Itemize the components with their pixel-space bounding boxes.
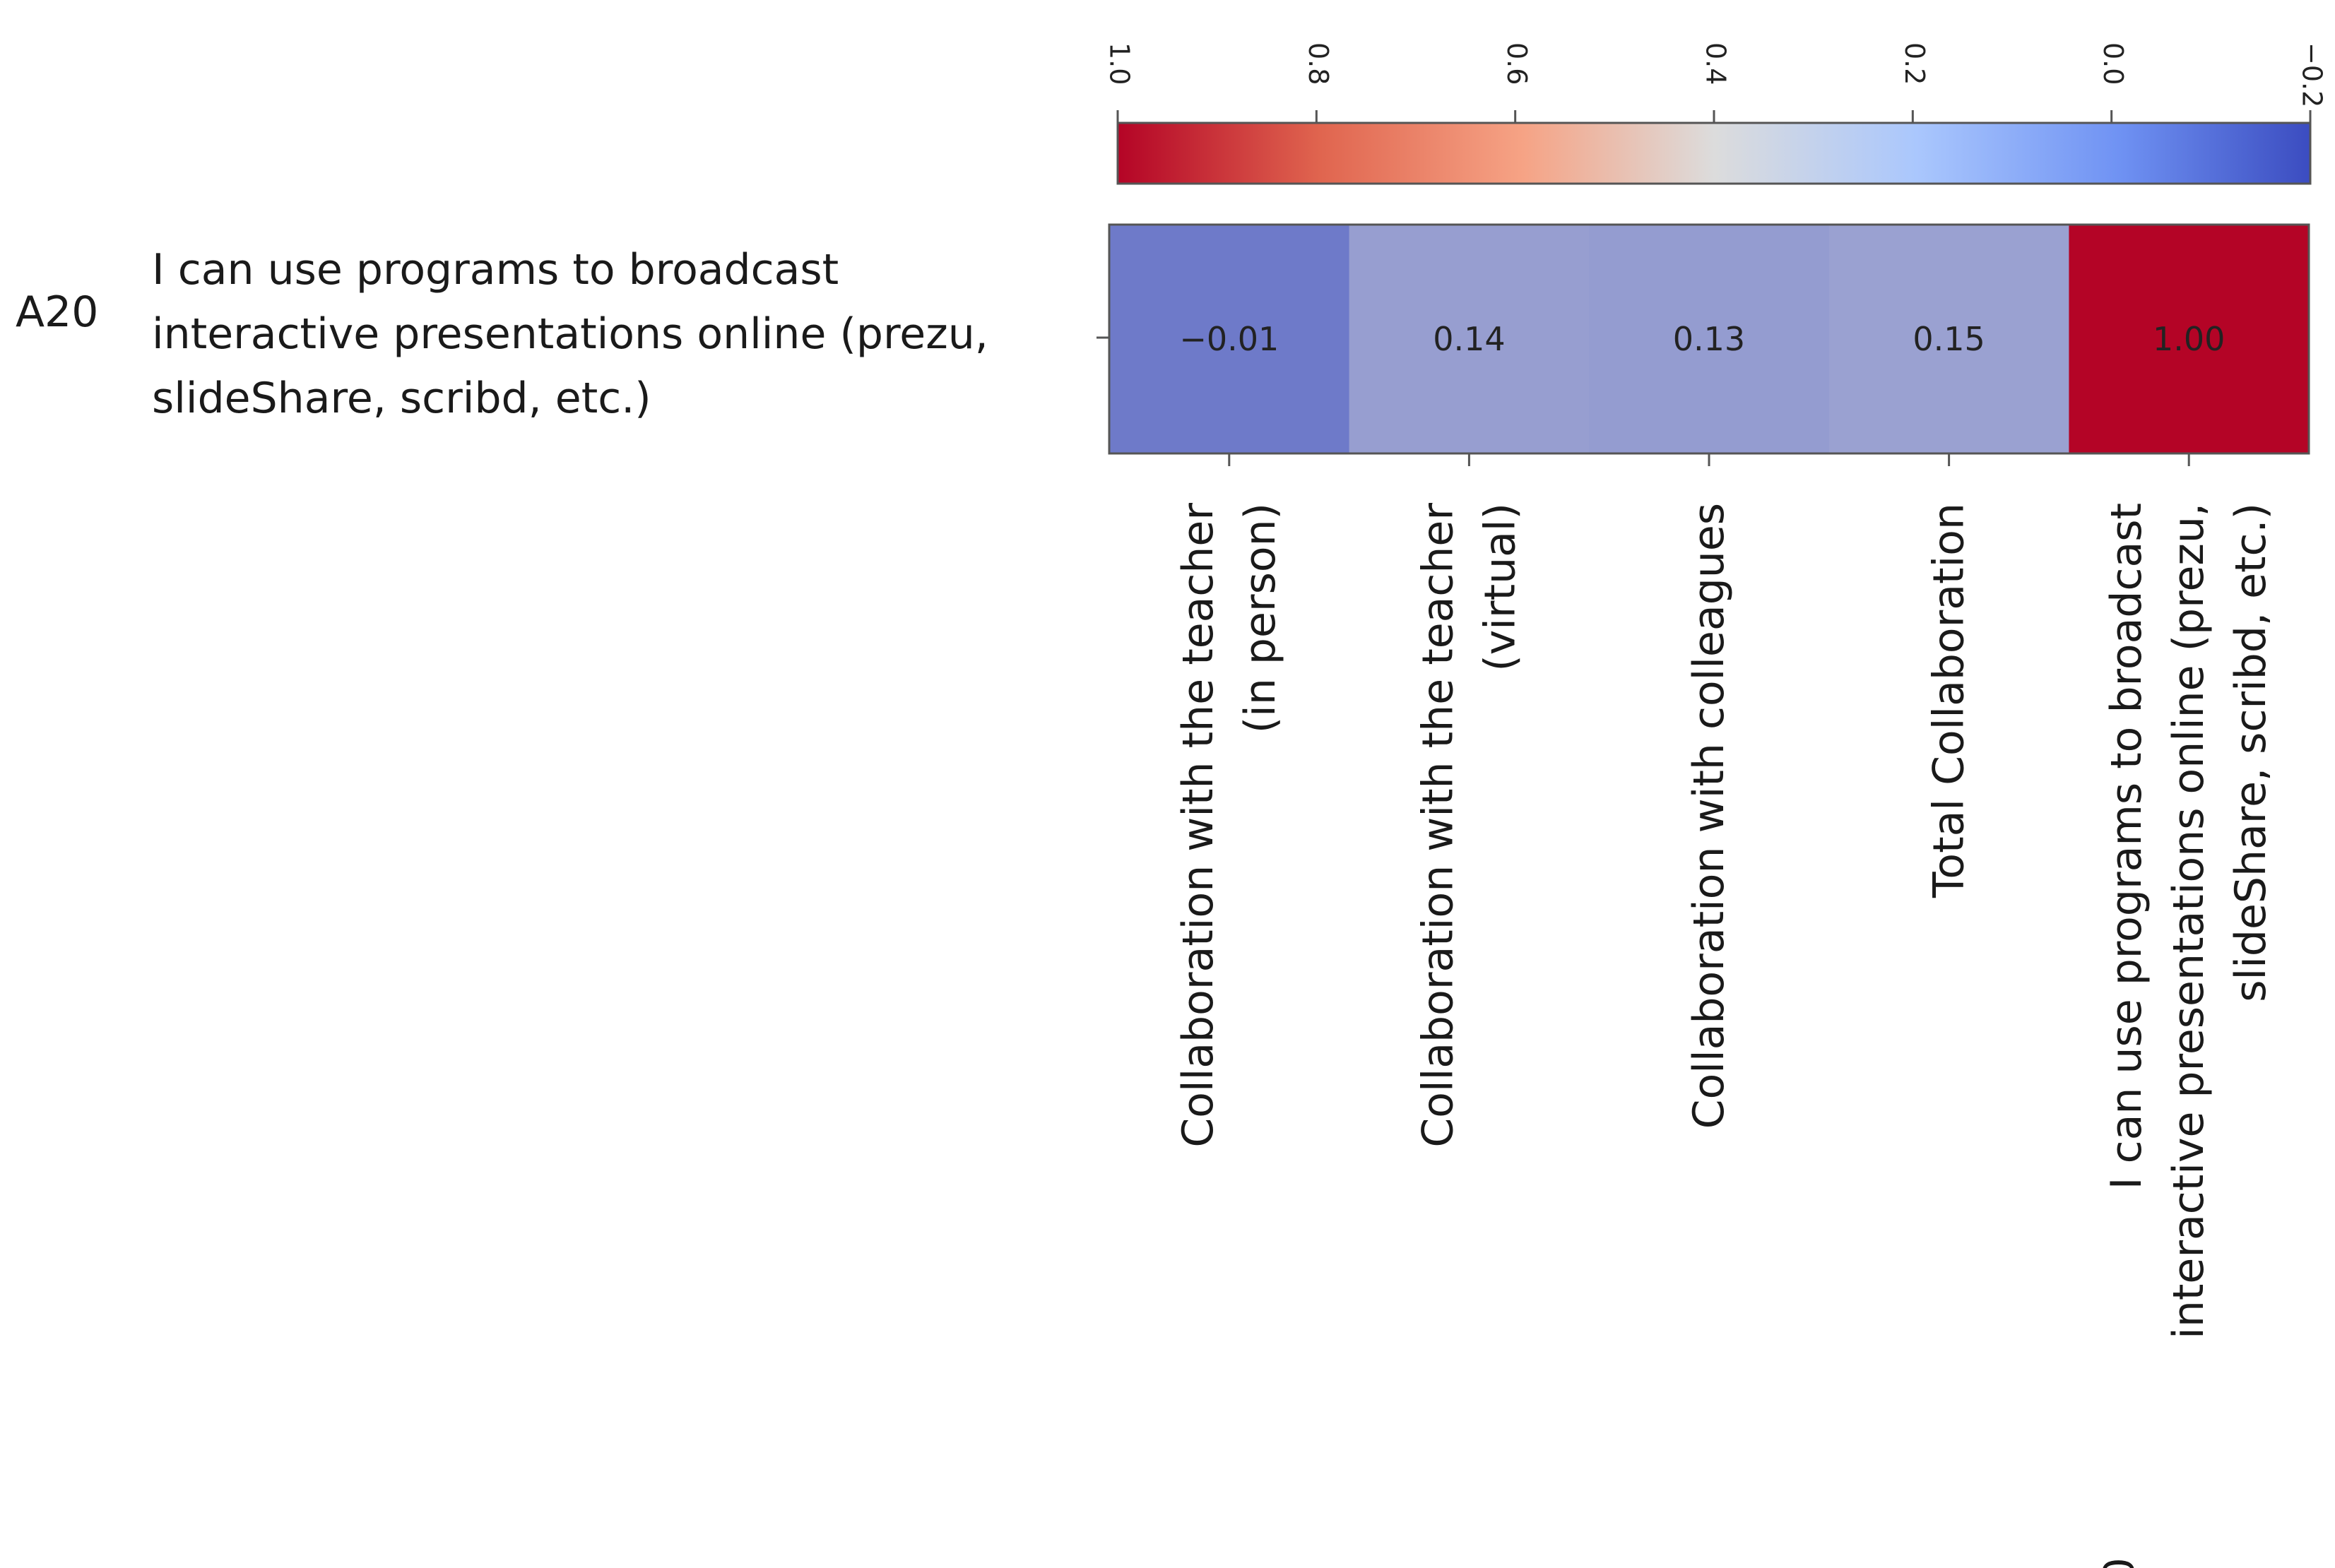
colorbar-gradient bbox=[1116, 121, 2312, 185]
column-label-line: I can use programs to broadcast bbox=[2102, 503, 2151, 1189]
column-labels: Collaboration with the teacher (in person… bbox=[1174, 453, 2276, 1568]
cell-value-label: 0.14 bbox=[1433, 320, 1505, 358]
heatmap-cells: −0.01 0.14 0.13 0.15 1.00 bbox=[1108, 223, 2310, 455]
row-label-line-3: slideShare, scribd, etc.) bbox=[152, 374, 651, 423]
colorbar-tick-label: 0.8 bbox=[1303, 42, 1334, 85]
row-label: I can use programs to broadcast interact… bbox=[152, 245, 988, 423]
cell-value-label: 0.13 bbox=[1673, 320, 1745, 358]
colorbar-ticks: 1.0 0.8 0.6 0.4 0.2 0.0 −0.2 bbox=[1104, 42, 2328, 123]
colorbar: 1.0 0.8 0.6 0.4 0.2 0.0 −0.2 bbox=[1104, 42, 2328, 185]
column-label-line: Collaboration with the teacher bbox=[1174, 503, 1223, 1148]
row-label-line-2: interactive presentations online (prezu, bbox=[152, 309, 988, 359]
cell-value-label: 1.00 bbox=[2153, 320, 2225, 358]
column-label-line: Collaboration with colleagues bbox=[1684, 503, 1734, 1129]
heatmap-cell bbox=[2069, 225, 2310, 453]
column-code-label: A20 bbox=[2095, 1557, 2144, 1568]
cell-value-label: 0.15 bbox=[1913, 320, 1985, 358]
cell-value-label: −0.01 bbox=[1179, 320, 1279, 358]
column-label-line: (in person) bbox=[1236, 503, 1285, 733]
column-label-line: interactive presentations online (prezu, bbox=[2164, 503, 2213, 1339]
colorbar-tick-label: 0.4 bbox=[1701, 42, 1732, 85]
column-label-line: (virtual) bbox=[1475, 503, 1525, 672]
column-label-line: slideShare, scribd, etc.) bbox=[2226, 503, 2276, 1002]
colorbar-tick-label: 0.2 bbox=[1899, 42, 1930, 85]
column-label-line: Total Collaboration bbox=[1925, 503, 1974, 898]
row-code: A20 bbox=[16, 287, 98, 337]
colorbar-tick-label: 1.0 bbox=[1104, 42, 1135, 85]
colorbar-tick-label: 0.0 bbox=[2098, 42, 2129, 85]
row-label-line-1: I can use programs to broadcast bbox=[152, 245, 839, 295]
heatmap-cell bbox=[1589, 225, 1830, 453]
heatmap-cell bbox=[1349, 225, 1590, 453]
colorbar-tick-label: 0.6 bbox=[1501, 42, 1532, 85]
colorbar-tick-label: −0.2 bbox=[2297, 42, 2328, 107]
heatmap-cell bbox=[1109, 225, 1350, 453]
column-label-line: Collaboration with the teacher bbox=[1413, 503, 1462, 1148]
heatmap-cell bbox=[1828, 225, 2069, 453]
